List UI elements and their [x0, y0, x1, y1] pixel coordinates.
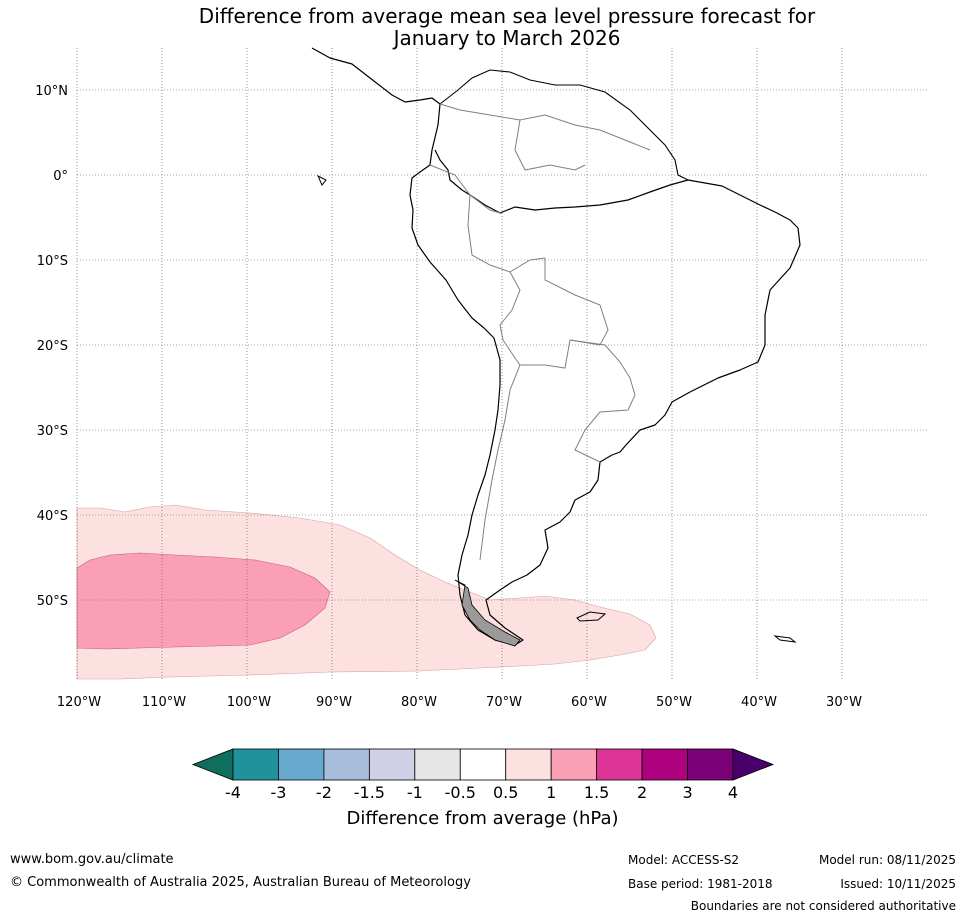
colorbar-swatch: [414, 748, 461, 781]
colorbar: -4 -3 -2 -1.5 -1 -0.5 0.5 1 1.5 2 3 4: [191, 748, 775, 802]
base-period: Base period: 1981-2018: [628, 877, 773, 891]
colorbar-swatch: [459, 748, 507, 781]
colorbar-tick-label: -4: [225, 783, 241, 802]
lat-label: 10°S: [37, 254, 68, 269]
lat-label: 30°S: [37, 424, 68, 439]
lon-label: 100°W: [227, 695, 271, 710]
south-america-coastline: [311, 47, 801, 646]
country-borders: [429, 103, 651, 561]
graticule: [76, 48, 927, 680]
colorbar-tick-label: 2: [637, 783, 647, 802]
colorbar-tick-label: 1: [546, 783, 556, 802]
lat-label: 40°S: [37, 509, 68, 524]
colorbar-swatch: [232, 748, 279, 781]
lon-label: 80°W: [401, 695, 437, 710]
website-link[interactable]: www.bom.gov.au/climate: [10, 852, 174, 867]
colorbar-tick-label: -1: [407, 783, 423, 802]
islands: [316, 174, 797, 643]
colorbar-tick-label: -0.5: [445, 783, 476, 802]
colorbar-swatch: [278, 748, 325, 781]
colorbar-swatch: [641, 748, 688, 781]
latitude-labels: 10°N 0° 10°S 20°S 30°S 40°S 50°S: [35, 84, 68, 609]
lon-label: 60°W: [571, 695, 607, 710]
colorbar-label: Difference from average (hPa): [346, 808, 619, 829]
colorbar-tick-label: -1.5: [354, 783, 385, 802]
colorbar-tick-label: -2: [316, 783, 332, 802]
longitude-labels: 120°W 110°W 100°W 90°W 80°W 70°W 60°W 50…: [57, 695, 862, 710]
anomaly-region-1-1.5: [76, 552, 331, 650]
lat-label: 0°: [53, 169, 68, 184]
lon-label: 40°W: [741, 695, 777, 710]
lon-label: 30°W: [826, 695, 862, 710]
copyright-text: © Commonwealth of Australia 2025, Austra…: [10, 875, 471, 890]
chilean-archipelago: [454, 579, 521, 647]
disclaimer: Boundaries are not considered authoritat…: [690, 899, 956, 913]
lon-label: 50°W: [656, 695, 692, 710]
colorbar-tick-label: 1.5: [584, 783, 609, 802]
colorbar-swatch: [596, 748, 643, 781]
lon-label: 110°W: [142, 695, 186, 710]
issued-date: Issued: 10/11/2025: [840, 877, 956, 891]
colorbar-extend-low: [191, 748, 234, 781]
colorbar-tick-label: 3: [682, 783, 692, 802]
map-title: Difference from average mean sea level p…: [0, 5, 965, 49]
colorbar-tick-label: 4: [728, 783, 738, 802]
lon-label: 70°W: [486, 695, 522, 710]
lat-label: 50°S: [37, 594, 68, 609]
caribbean-coastline: [439, 69, 689, 181]
lat-label: 20°S: [37, 339, 68, 354]
colorbar-swatch: [687, 748, 734, 781]
colorbar-tick-label: -3: [270, 783, 286, 802]
model-name: Model: ACCESS-S2: [628, 853, 740, 867]
colorbar-swatch: [505, 748, 552, 781]
title-line-1: Difference from average mean sea level p…: [198, 4, 816, 28]
lon-label: 120°W: [57, 695, 101, 710]
lat-label: 10°N: [35, 84, 68, 99]
title-line-2: January to March 2026: [393, 26, 621, 50]
colorbar-tick-label: 0.5: [493, 783, 518, 802]
model-run: Model run: 08/11/2025: [818, 853, 956, 867]
lon-label: 90°W: [316, 695, 352, 710]
colorbar-swatch: [368, 748, 416, 781]
colorbar-swatch: [323, 748, 370, 781]
colorbar-swatch: [550, 748, 598, 781]
colorbar-extend-high: [732, 748, 775, 781]
